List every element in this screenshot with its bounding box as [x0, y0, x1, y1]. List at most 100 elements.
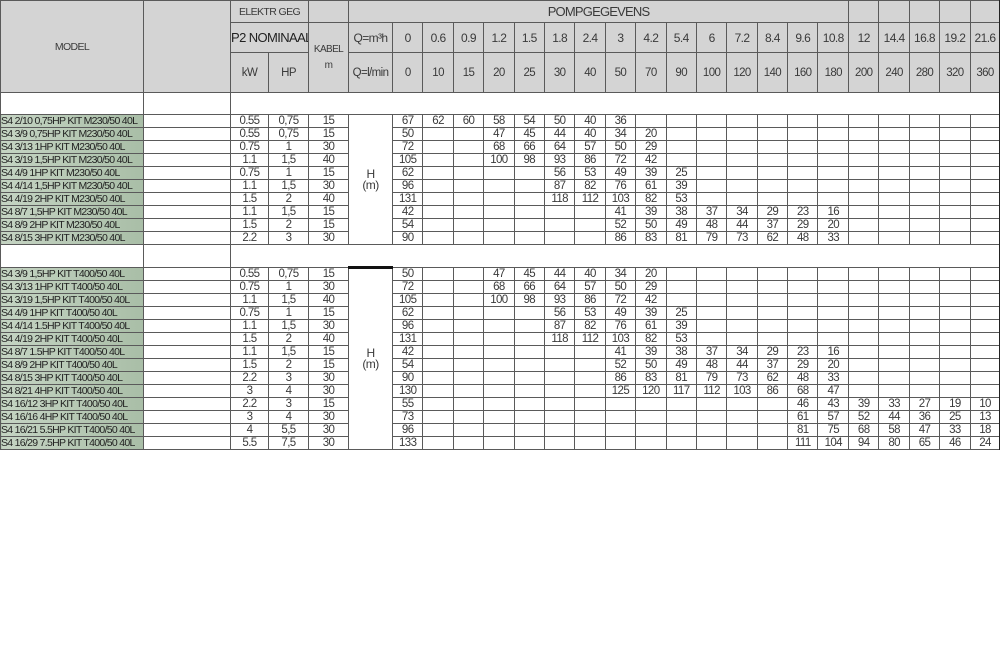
model-header: MODEL — [0, 0, 144, 93]
head-value-cell: 76 — [604, 179, 637, 193]
head-value-cell: 62 — [422, 114, 454, 128]
model-cell: S4 3/9 1,5HP KIT T400/50 40L — [0, 267, 144, 281]
model-cell: S4 16/29 7.5HP KIT T400/50 40L — [0, 436, 144, 450]
head-value-cell: 82 — [635, 332, 667, 346]
head-value-cell — [422, 345, 454, 359]
head-value-cell — [726, 436, 758, 450]
head-value-cell: 37 — [695, 205, 728, 219]
blank-cell — [143, 153, 231, 167]
q-lmin-value: 50 — [604, 52, 637, 93]
head-value-cell — [939, 127, 971, 141]
head-value-cell: 112 — [574, 192, 606, 206]
head-value-cell — [908, 179, 941, 193]
head-value-cell — [513, 192, 545, 206]
head-value-cell — [452, 423, 485, 437]
head-value-cell: 44 — [878, 410, 910, 424]
head-value-cell — [908, 140, 941, 154]
head-value-cell: 43 — [817, 397, 850, 411]
head-value-cell — [665, 140, 697, 154]
head-value-cell: 83 — [635, 371, 667, 385]
head-value-cell — [483, 231, 515, 245]
hp-cell: 0,75 — [267, 267, 310, 281]
hp-cell: 1,5 — [267, 205, 310, 219]
blank-cell — [143, 280, 231, 294]
head-value-cell — [939, 114, 971, 128]
head-value-cell — [848, 293, 880, 307]
head-value-cell — [726, 114, 758, 128]
head-value-cell — [635, 436, 667, 450]
head-value-cell — [422, 166, 454, 180]
head-value-cell: 93 — [543, 293, 576, 307]
model-cell: S4 3/19 1,5HP KIT T400/50 40L — [0, 293, 144, 307]
kabel-cell: 15 — [308, 218, 350, 232]
kabel-cell: 15 — [308, 205, 350, 219]
head-value-cell: 40 — [574, 267, 606, 281]
head-value-cell — [908, 205, 941, 219]
head-value-cell — [422, 436, 454, 450]
head-value-cell — [452, 267, 485, 281]
head-value-cell — [817, 140, 850, 154]
q-m3h-value: 6 — [695, 22, 728, 53]
head-value-cell — [756, 436, 789, 450]
head-value-cell — [483, 358, 515, 372]
head-value-cell — [695, 293, 728, 307]
spacer-cell — [143, 92, 231, 115]
table-row: S4 4/14 1.5HP KIT T400/50 40L 1.1 1,5 30 96 8… — [0, 319, 1000, 333]
head-value-cell — [969, 218, 1000, 232]
head-value-cell: 50 — [604, 140, 637, 154]
blank-cell — [143, 319, 231, 333]
head-value-cell: 87 — [543, 179, 576, 193]
model-cell: S4 8/15 3HP KIT M230/50 40L — [0, 231, 144, 245]
table-row: S4 4/19 2HP KIT M230/50 40L 1.5 2 40 131 118 1… — [0, 192, 1000, 206]
blank-cell — [143, 179, 231, 193]
head-value-cell: 79 — [695, 371, 728, 385]
head-value-cell — [513, 371, 545, 385]
table-row: S4 4/9 1HP KIT T400/50 40L 0.75 1 15 62 56 53 4… — [0, 306, 1000, 320]
head-value-cell — [787, 114, 819, 128]
blank-cell — [143, 293, 231, 307]
head-value-cell: 29 — [756, 205, 789, 219]
hp-cell: 0,75 — [267, 114, 310, 128]
head-value-cell — [908, 319, 941, 333]
head-value-cell: 20 — [817, 218, 850, 232]
head-value-cell — [695, 127, 728, 141]
head-value-cell — [574, 384, 606, 398]
head-value-cell — [878, 218, 910, 232]
q-m3h-value: 9.6 — [787, 22, 819, 53]
head-value-cell — [756, 397, 789, 411]
head-value-cell — [726, 397, 758, 411]
head-value-cell — [848, 179, 880, 193]
blank-cell — [143, 306, 231, 320]
head-value-cell — [848, 140, 880, 154]
head-value-cell: 58 — [483, 114, 515, 128]
head-value-cell — [848, 384, 880, 398]
head-value-cell — [848, 166, 880, 180]
head-value-cell — [513, 319, 545, 333]
head-value-cell — [939, 218, 971, 232]
kw-cell: 1.1 — [230, 293, 269, 307]
head-value-cell: 61 — [635, 319, 667, 333]
q-m3h-value: 1.8 — [543, 22, 576, 53]
header-blank-cell — [939, 0, 971, 23]
head-value-cell: 38 — [665, 345, 697, 359]
model-cell: S4 8/15 3HP KIT T400/50 40L — [0, 371, 144, 385]
head-value-cell — [726, 423, 758, 437]
hp-cell: 7,5 — [267, 436, 310, 450]
head-value-cell — [848, 332, 880, 346]
kw-cell: 0.75 — [230, 140, 269, 154]
q-lmin-value: 40 — [574, 52, 606, 93]
head-value-cell — [452, 127, 485, 141]
head-value-cell — [422, 127, 454, 141]
table-row: S4 8/7 1.5HP KIT T400/50 40L 1.1 1,5 15 42 41… — [0, 345, 1000, 359]
table-row: S4 8/9 2HP KIT T400/50 40L 1.5 2 15 54 52 50 49… — [0, 358, 1000, 372]
head-value-cell: 33 — [878, 397, 910, 411]
blank-cell — [143, 358, 231, 372]
hp-cell: 2 — [267, 358, 310, 372]
hp-cell: 2 — [267, 192, 310, 206]
kw-cell: 0.75 — [230, 306, 269, 320]
head-value-cell: 54 — [392, 358, 424, 372]
head-value-cell: 44 — [543, 127, 576, 141]
head-value-cell — [787, 332, 819, 346]
head-value-cell — [756, 179, 789, 193]
head-value-cell: 103 — [604, 192, 637, 206]
